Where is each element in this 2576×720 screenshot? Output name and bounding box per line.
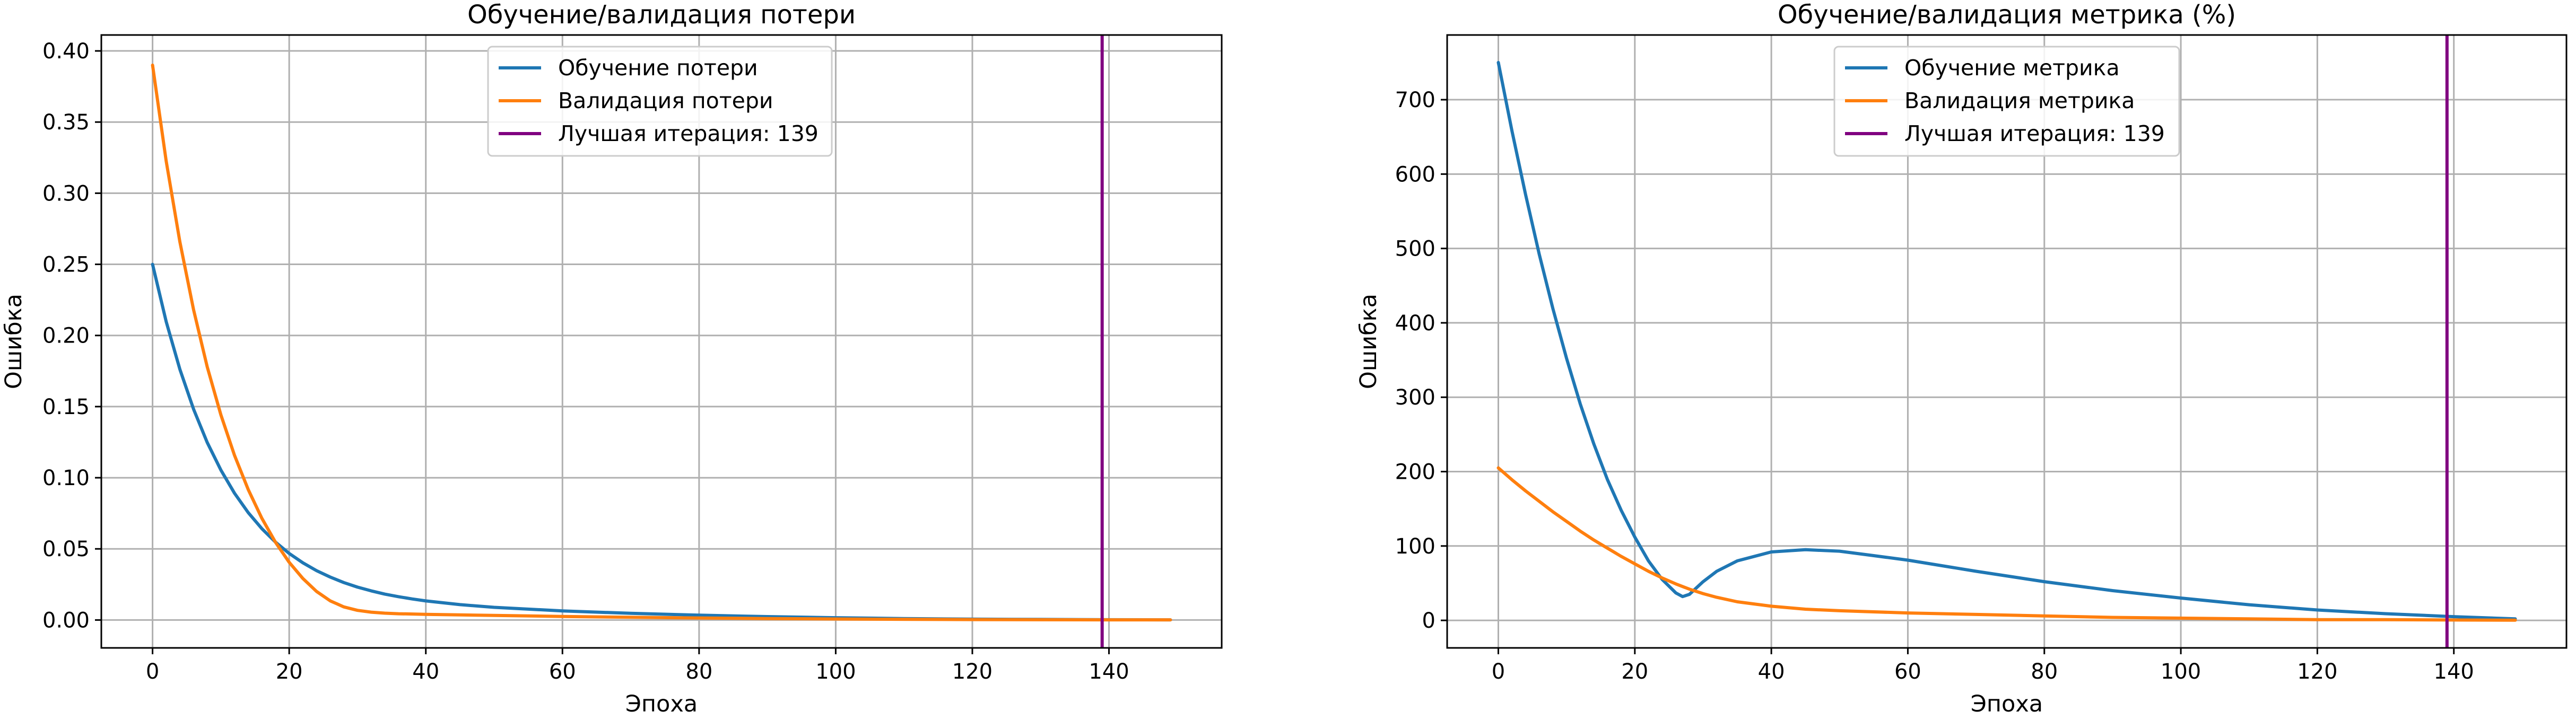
x-tick-label: 80 [2031,660,2058,684]
y-tick-label: 0.10 [42,466,90,490]
x-tick-label: 20 [1621,660,1648,684]
chart-title: Обучение/валидация потери [467,0,856,30]
x-tick-label: 120 [952,660,993,684]
plot-area-frame [100,34,1223,649]
y-tick-label: 0.05 [42,537,90,561]
x-axis-label: Эпоха [625,691,698,717]
legend: Обучение потери Валидация потери Лучшая … [487,46,833,157]
x-tick-label: 120 [2297,660,2337,684]
loss-chart: Обучение/валидация потери 0 20 40 60 80 100 12… [1,0,1223,717]
metric-chart: Обучение/валидация метрика (%) 0 20 40 60 80… [1355,0,2568,717]
legend: Обучение метрика Валидация метрика Лучша… [1833,46,2180,157]
y-axis-label: Ошибка [1355,294,1382,389]
series-lines [151,35,1172,648]
y-tick-label: 0.15 [42,395,90,419]
x-tick-label: 100 [2161,660,2201,684]
x-tick-label: 60 [549,660,576,684]
legend-label-val-loss: Валидация потери [558,88,773,113]
y-tick-label: 0 [1422,609,1435,633]
x-tick-label: 40 [1758,660,1785,684]
y-tick-label: 0.00 [42,608,90,633]
x-tick-label: 0 [146,660,159,684]
y-tick-label: 0.40 [42,39,90,64]
y-tick-label: 600 [1395,162,1435,187]
legend-box [487,46,833,157]
plot-area-frame [1446,34,2568,649]
y-tick-label: 0.35 [42,110,90,135]
y-tick-label: 0.25 [42,253,90,277]
series-line-валидация-метрика [1496,466,2517,622]
legend-label-best-iteration: Лучшая итерация: 139 [1904,121,2165,146]
x-tick-label: 40 [412,660,439,684]
y-tick-label: 100 [1395,534,1435,559]
x-tick-label: 140 [1089,660,1129,684]
y-tick-label: 400 [1395,311,1435,336]
legend-label-val-metric: Валидация метрика [1904,88,2135,113]
series-line-обучение-метрика [1496,60,2517,621]
y-tick-label: 0.30 [42,181,90,206]
x-tick-label: 140 [2434,660,2474,684]
chart-title: Обучение/валидация метрика (%) [1778,0,2236,30]
y-tick-label: 500 [1395,237,1435,261]
x-tick-label: 0 [1492,660,1505,684]
legend-box [1833,46,2180,157]
series-line-обучение-потери [151,262,1172,622]
x-tick-label: 100 [815,660,856,684]
series-lines [1496,35,2517,648]
axis-ticks: 0 20 40 60 80 100 120 140 0.00 0.05 0.10 0.15 0.20 0.… [42,39,1129,684]
y-tick-label: 700 [1395,88,1435,112]
y-tick-label: 200 [1395,460,1435,485]
y-axis-label: Ошибка [1,294,27,389]
x-tick-label: 20 [276,660,303,684]
y-tick-label: 300 [1395,385,1435,410]
x-axis-label: Эпоха [1971,691,2043,717]
y-tick-label: 0.20 [42,324,90,348]
legend-label-best-iteration: Лучшая итерация: 139 [558,121,819,146]
x-tick-label: 60 [1894,660,1921,684]
series-line-валидация-потери [151,63,1172,622]
legend-label-train-metric: Обучение метрика [1904,55,2120,81]
legend-label-train-loss: Обучение потери [558,55,758,81]
x-tick-label: 80 [685,660,712,684]
axis-ticks: 0 20 40 60 80 100 120 140 0 100 200 300 400 500 600 700 [1395,88,2474,684]
